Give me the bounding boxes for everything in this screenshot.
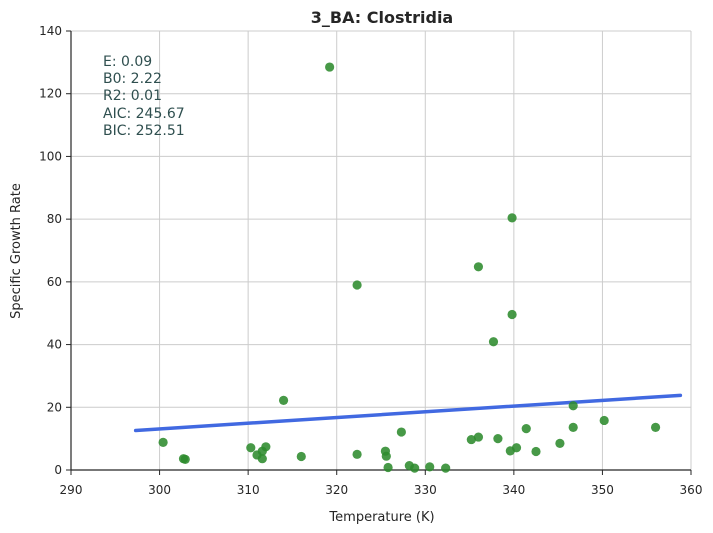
data-point [180, 454, 190, 464]
data-point [507, 213, 517, 223]
data-point [599, 415, 609, 426]
data-point [381, 451, 391, 461]
data-point [511, 443, 522, 453]
x-tick-label: 360 [680, 483, 703, 497]
data-points [158, 62, 661, 473]
data-point [441, 463, 451, 473]
y-tick-label: 40 [47, 338, 62, 352]
fit-line [133, 393, 683, 433]
data-point [425, 462, 435, 472]
fit-line-group [133, 393, 683, 433]
x-tick-label: 320 [325, 483, 348, 497]
x-tick-label: 340 [502, 483, 525, 497]
data-point [473, 262, 484, 272]
tick-labels: 290 300 310 320 330 340 350 360 0 20 40 60 80 100 120 1… [39, 24, 702, 497]
data-point [507, 309, 517, 320]
data-point [473, 432, 484, 442]
stat-r2: R2: 0.01 [103, 88, 162, 104]
data-point [383, 462, 393, 473]
stat-bic: BIC: 252.51 [103, 123, 185, 139]
data-point [158, 437, 168, 448]
x-tick-label: 330 [414, 483, 437, 497]
y-tick-label: 120 [39, 87, 62, 101]
data-point [246, 443, 256, 453]
data-point [325, 62, 335, 72]
y-tick-label: 140 [39, 24, 62, 38]
data-point [568, 422, 578, 432]
axes [66, 30, 692, 475]
y-tick-label: 80 [47, 212, 62, 226]
grid-lines [71, 30, 692, 470]
stat-b0: B0: 2.22 [103, 71, 162, 87]
data-point [296, 451, 306, 462]
data-point [650, 422, 661, 432]
chart-title: 3_BA: Clostridia [311, 8, 453, 27]
data-point [555, 438, 565, 448]
data-point [521, 424, 531, 434]
y-axis-label: Specific Growth Rate [9, 183, 24, 319]
stat-e: E: 0.09 [103, 54, 152, 70]
data-point [531, 446, 541, 457]
data-point [352, 280, 362, 290]
data-point [493, 434, 503, 444]
fit-statistics: E: 0.09 B0: 2.22 R2: 0.01 AIC: 245.67 BI… [103, 54, 185, 139]
y-tick-label: 0 [54, 463, 62, 477]
x-tick-label: 300 [148, 483, 171, 497]
y-tick-label: 20 [47, 400, 62, 414]
x-tick-label: 290 [60, 483, 83, 497]
data-point [396, 427, 406, 437]
x-tick-label: 310 [237, 483, 260, 497]
data-point [488, 337, 499, 347]
x-axis-label: Temperature (K) [328, 510, 434, 525]
data-point [257, 454, 267, 464]
data-point [278, 395, 289, 405]
data-point [568, 401, 578, 411]
data-point [410, 463, 420, 473]
data-point [466, 434, 476, 445]
x-tick-label: 350 [591, 483, 614, 497]
y-tick-label: 100 [39, 149, 62, 163]
data-point [261, 442, 271, 452]
data-point [352, 449, 362, 459]
stat-aic: AIC: 245.67 [103, 106, 185, 122]
y-tick-label: 60 [47, 275, 62, 289]
